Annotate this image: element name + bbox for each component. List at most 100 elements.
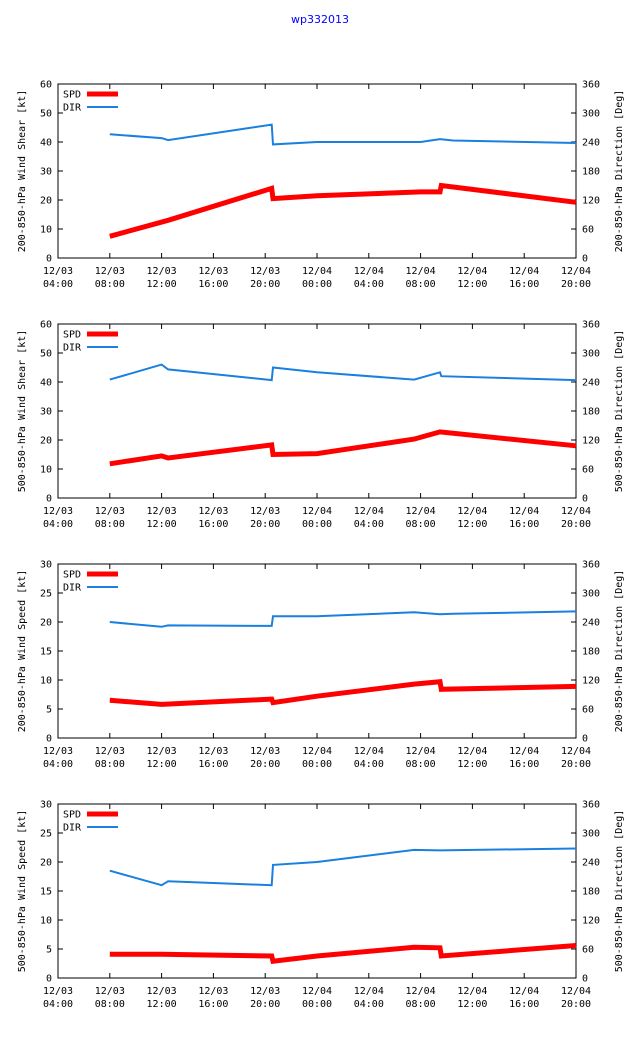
x-tick-label-date: 12/04 <box>561 506 591 517</box>
plot-frame <box>57 323 577 499</box>
x-tick-label-date: 12/03 <box>95 506 125 517</box>
x-tick-label-time: 04:00 <box>354 999 384 1010</box>
x-tick-label-time: 04:00 <box>43 519 73 530</box>
y2-tick-label: 60 <box>582 225 594 236</box>
y-tick-label: 10 <box>40 465 52 476</box>
y2-tick-label: 180 <box>582 407 600 418</box>
y2-tick-label: 60 <box>582 465 594 476</box>
y-tick-label: 15 <box>40 887 52 898</box>
x-tick-label-date: 12/04 <box>406 506 436 517</box>
x-tick-label-date: 12/04 <box>509 986 539 997</box>
y-tick-label: 25 <box>40 589 52 600</box>
y2-axis-label: 500-850-hPa Direction [Deg] <box>614 330 625 493</box>
wind-speed-500-850-chart: 05101520253006012018024030036012/0304:00… <box>17 800 625 1011</box>
x-tick-label-date: 12/03 <box>250 986 280 997</box>
y2-tick-label: 180 <box>582 887 600 898</box>
x-tick-label-date: 12/03 <box>43 746 73 757</box>
y2-tick-label: 300 <box>582 349 600 360</box>
x-tick-label-time: 16:00 <box>509 999 539 1010</box>
x-tick-label-date: 12/04 <box>457 986 487 997</box>
x-tick-label-time: 20:00 <box>561 759 591 770</box>
x-tick-label-time: 16:00 <box>509 519 539 530</box>
y2-tick-label: 0 <box>582 974 588 985</box>
dir-series-line <box>109 123 577 146</box>
x-tick-label-time: 12:00 <box>457 519 487 530</box>
dir-series-line <box>109 363 577 382</box>
x-tick-label-time: 16:00 <box>198 999 228 1010</box>
y-tick-label: 20 <box>40 858 52 869</box>
x-tick-label-time: 08:00 <box>406 759 436 770</box>
x-tick-label-date: 12/04 <box>354 746 384 757</box>
page-title: wp332013 <box>291 13 349 26</box>
y-axis-label: 200-850-hPa Wind Shear [kt] <box>17 90 28 253</box>
wind-shear-200-850-chart: 0 10 20 30 40 50 60 0 60 120 180 240 300 360 12/03 04:0… <box>17 80 625 291</box>
y2-axis-label: 500-850-hPa Direction [Deg] <box>614 810 625 973</box>
legend-label-spd: SPD <box>63 330 81 341</box>
y-tick-label: 60 <box>40 80 52 91</box>
x-tick-label-date: 12/04 <box>406 746 436 757</box>
y-tick-label: 10 <box>40 225 52 236</box>
x-tick-label-date: 12/03 <box>147 746 177 757</box>
y2-tick-label: 240 <box>582 858 600 869</box>
y2-tick-label: 300 <box>582 829 600 840</box>
x-tick-label-date: 12/03 <box>198 746 228 757</box>
y-tick-label: 20 <box>40 196 52 207</box>
x-tick-label-date: 12/04 <box>561 746 591 757</box>
x-tick-label-time: 08:00 <box>406 519 436 530</box>
x-tick-label-date: 12/04 <box>302 746 332 757</box>
y2-tick-label: 180 <box>582 167 600 178</box>
y2-axis-label: 200-850-hPa Direction [Deg] <box>614 90 625 253</box>
spd-series-line <box>109 943 577 964</box>
x-tick-label-time: 04:00 <box>43 999 73 1010</box>
y2-tick-label: 0 <box>582 494 588 505</box>
plot-frame <box>57 563 577 739</box>
y-tick-label: 30 <box>40 167 52 178</box>
y-tick-label: 20 <box>40 618 52 629</box>
y2-tick-label: 60 <box>582 705 594 716</box>
x-tick-label-time: 16:00 <box>509 279 539 290</box>
x-tick-label-time: 20:00 <box>250 279 280 290</box>
x-tick-label-time: 12:00 <box>147 519 177 530</box>
legend-label-dir: DIR <box>63 103 82 114</box>
x-tick-label-time: 16:00 <box>509 759 539 770</box>
x-tick-label-time: 20:00 <box>561 999 591 1010</box>
x-tick-label-time: 04:00 <box>43 279 73 290</box>
x-tick-label-time: 04:00 <box>354 279 384 290</box>
x-tick-label-date: 12/03 <box>198 986 228 997</box>
x-tick-label-time: 08:00 <box>95 519 125 530</box>
x-tick-label-time: 08:00 <box>95 279 125 290</box>
x-tick-label-date: 12/04 <box>354 986 384 997</box>
y2-tick-label: 180 <box>582 647 600 658</box>
y2-tick-label: 0 <box>582 254 588 265</box>
x-tick-label-date: 12/04 <box>302 266 332 277</box>
x-tick-label-date: 12/04 <box>509 506 539 517</box>
y2-tick-label: 120 <box>582 436 600 447</box>
y-tick-label: 30 <box>40 560 52 571</box>
x-tick-label-time: 12:00 <box>457 759 487 770</box>
x-tick-label-date: 12/04 <box>302 506 332 517</box>
y2-tick-label: 300 <box>582 109 600 120</box>
y-tick-label: 20 <box>40 436 52 447</box>
dir-series-line <box>109 610 577 628</box>
plot-frame <box>57 83 577 259</box>
x-tick-label-date: 12/03 <box>198 266 228 277</box>
legend-label-dir: DIR <box>63 343 82 354</box>
x-tick-label-date: 12/03 <box>250 506 280 517</box>
x-tick-label-time: 16:00 <box>198 759 228 770</box>
x-tick-label-time: 12:00 <box>457 279 487 290</box>
x-tick-label-date: 12/03 <box>250 746 280 757</box>
y-tick-label: 0 <box>46 734 52 745</box>
x-tick-label-date: 12/03 <box>250 266 280 277</box>
spd-series-line <box>109 429 577 467</box>
x-tick-label-date: 12/04 <box>509 746 539 757</box>
y-tick-label: 25 <box>40 829 52 840</box>
legend-label-dir: DIR <box>63 823 82 834</box>
y2-tick-label: 360 <box>582 800 600 811</box>
legend-label-dir: DIR <box>63 583 82 594</box>
y-tick-label: 40 <box>40 138 52 149</box>
x-tick-label-date: 12/03 <box>43 986 73 997</box>
x-tick-label-date: 12/03 <box>147 506 177 517</box>
x-tick-label-time: 00:00 <box>302 759 332 770</box>
x-tick-label-date: 12/04 <box>457 506 487 517</box>
spd-series-line <box>109 182 577 239</box>
